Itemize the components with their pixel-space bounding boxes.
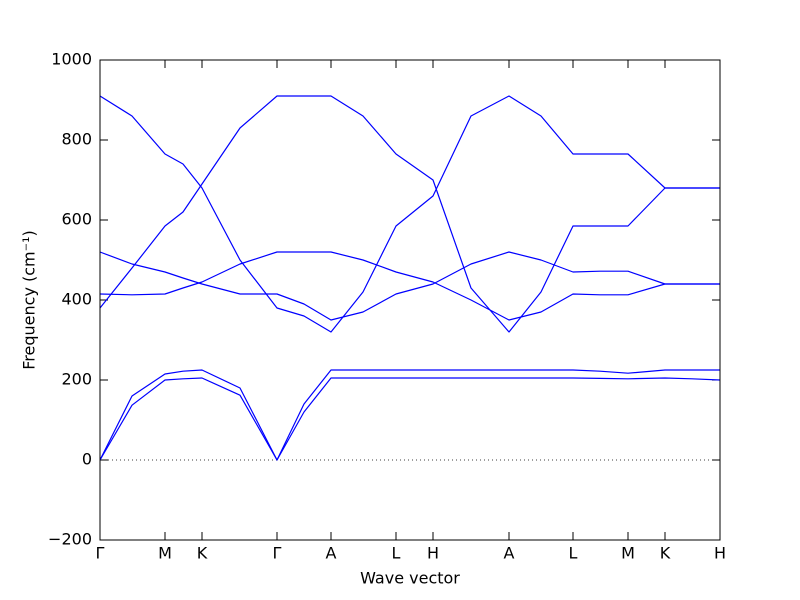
x-tick-label: H	[714, 544, 726, 563]
x-tick-label: Γ	[273, 544, 282, 563]
band-line	[99, 251, 720, 321]
x-axis-label: Wave vector	[360, 569, 460, 588]
plot-frame	[99, 59, 721, 541]
x-tick-label: K	[197, 544, 208, 563]
band-line	[99, 95, 720, 333]
x-tick-label: L	[569, 544, 578, 563]
band-line	[99, 377, 721, 461]
band-line	[99, 95, 720, 333]
y-tick-label: 400	[61, 290, 92, 309]
x-tick-label: A	[504, 544, 515, 563]
y-tick-label: 600	[61, 210, 92, 229]
x-tick-label: H	[427, 544, 439, 563]
y-tick-label: 200	[61, 370, 92, 389]
y-axis-label: Frequency (cm⁻¹)	[20, 230, 39, 369]
y-tick-label: −200	[48, 530, 92, 549]
y-tick-label: 0	[82, 450, 92, 469]
y-tick-label: 1000	[51, 50, 92, 69]
x-tick-label: A	[326, 544, 337, 563]
x-tick-label: K	[660, 544, 671, 563]
x-tick-label: L	[392, 544, 401, 563]
x-tick-label: M	[158, 544, 172, 563]
band-line	[99, 369, 720, 461]
band-line	[99, 251, 720, 321]
y-tick-label: 800	[61, 130, 92, 149]
x-tick-label: Γ	[96, 544, 105, 563]
x-tick-label: M	[621, 544, 635, 563]
